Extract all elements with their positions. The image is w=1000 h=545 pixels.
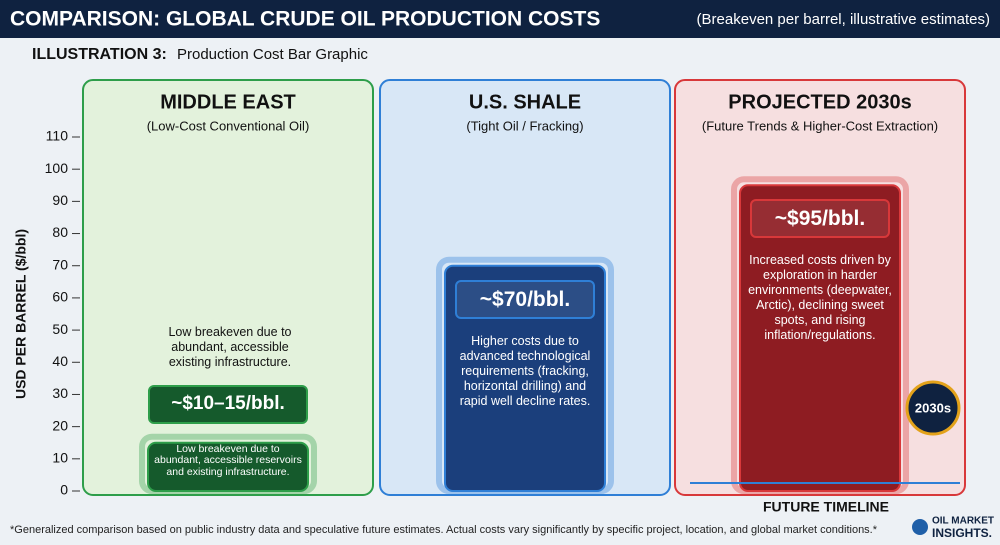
bar-description-box: Increased costs driven by exploration in… xyxy=(748,253,892,343)
y-tick-label: 90 xyxy=(52,192,68,208)
header-bar xyxy=(0,0,1000,38)
header-title: COMPARISON: GLOBAL CRUDE OIL PRODUCTION … xyxy=(10,8,600,31)
subheading-bold: ILLUSTRATION 3: xyxy=(32,46,167,63)
y-tick-label: 80 xyxy=(52,224,68,240)
y-tick-label: 30 xyxy=(52,385,68,401)
middle-east-note: Low breakeven due to abundant, accessibl… xyxy=(168,325,292,369)
bar-description-box: Higher costs due to advanced technologic… xyxy=(459,333,591,408)
value-label-box: ~$70/bbl. xyxy=(455,279,595,319)
value-label: ~$70/bbl. xyxy=(455,279,595,319)
logo-line1: OIL MARKET xyxy=(932,516,994,527)
bar xyxy=(444,264,606,492)
bar xyxy=(739,184,901,492)
panel-subtitle: (Low-Cost Conventional Oil) xyxy=(147,118,310,133)
y-tick-label: 110 xyxy=(46,128,69,144)
subheading-text: Production Cost Bar Graphic xyxy=(177,46,368,63)
y-tick-label: 50 xyxy=(52,321,68,337)
bar xyxy=(147,441,309,492)
y-tick-label: 40 xyxy=(52,353,68,369)
y-tick-label: 0 xyxy=(60,482,68,498)
footnote: *Generalized comparison based on public … xyxy=(10,524,878,536)
value-label-box: ~$10–15/bbl. xyxy=(148,384,308,424)
y-tick-label: 10 xyxy=(52,450,68,466)
y-axis-label: USD PER BARREL ($/bbl) xyxy=(13,229,29,399)
panel-subtitle: (Future Trends & Higher-Cost Extraction) xyxy=(702,118,938,133)
bar-description: Increased costs driven by exploration in… xyxy=(748,253,892,343)
middle-east-note-box: Low breakeven due to abundant, accessibl… xyxy=(168,325,292,369)
header-subtitle: (Breakeven per barrel, illustrative esti… xyxy=(697,11,990,28)
badge-circle xyxy=(905,380,961,436)
value-label: ~$95/bbl. xyxy=(750,199,890,239)
panel-title: U.S. SHALE xyxy=(469,91,581,113)
panel-title: MIDDLE EAST xyxy=(160,91,296,113)
timeline-label: FUTURE TIMELINE xyxy=(763,499,889,515)
bar-description-box: Low breakeven due to abundant, accessibl… xyxy=(154,443,302,478)
panel xyxy=(82,79,374,496)
y-tick-label: 100 xyxy=(45,160,69,176)
bar-description: Low breakeven due to abundant, accessibl… xyxy=(154,443,302,478)
y-tick-label: 20 xyxy=(52,417,68,433)
value-label: ~$10–15/bbl. xyxy=(148,384,308,424)
y-tick-label: 60 xyxy=(52,289,68,305)
badge-text: 2030s xyxy=(915,400,951,415)
value-label-box: ~$95/bbl. xyxy=(750,199,890,239)
y-tick-label: 70 xyxy=(52,256,68,272)
panel-title: PROJECTED 2030s xyxy=(728,91,911,113)
timeline-box xyxy=(760,496,892,520)
logo-icon xyxy=(912,519,928,535)
panel-subtitle: (Tight Oil / Fracking) xyxy=(466,118,583,133)
logo-line2: INSIGHTS. xyxy=(932,526,992,540)
bar-description: Higher costs due to advanced technologic… xyxy=(459,333,591,408)
